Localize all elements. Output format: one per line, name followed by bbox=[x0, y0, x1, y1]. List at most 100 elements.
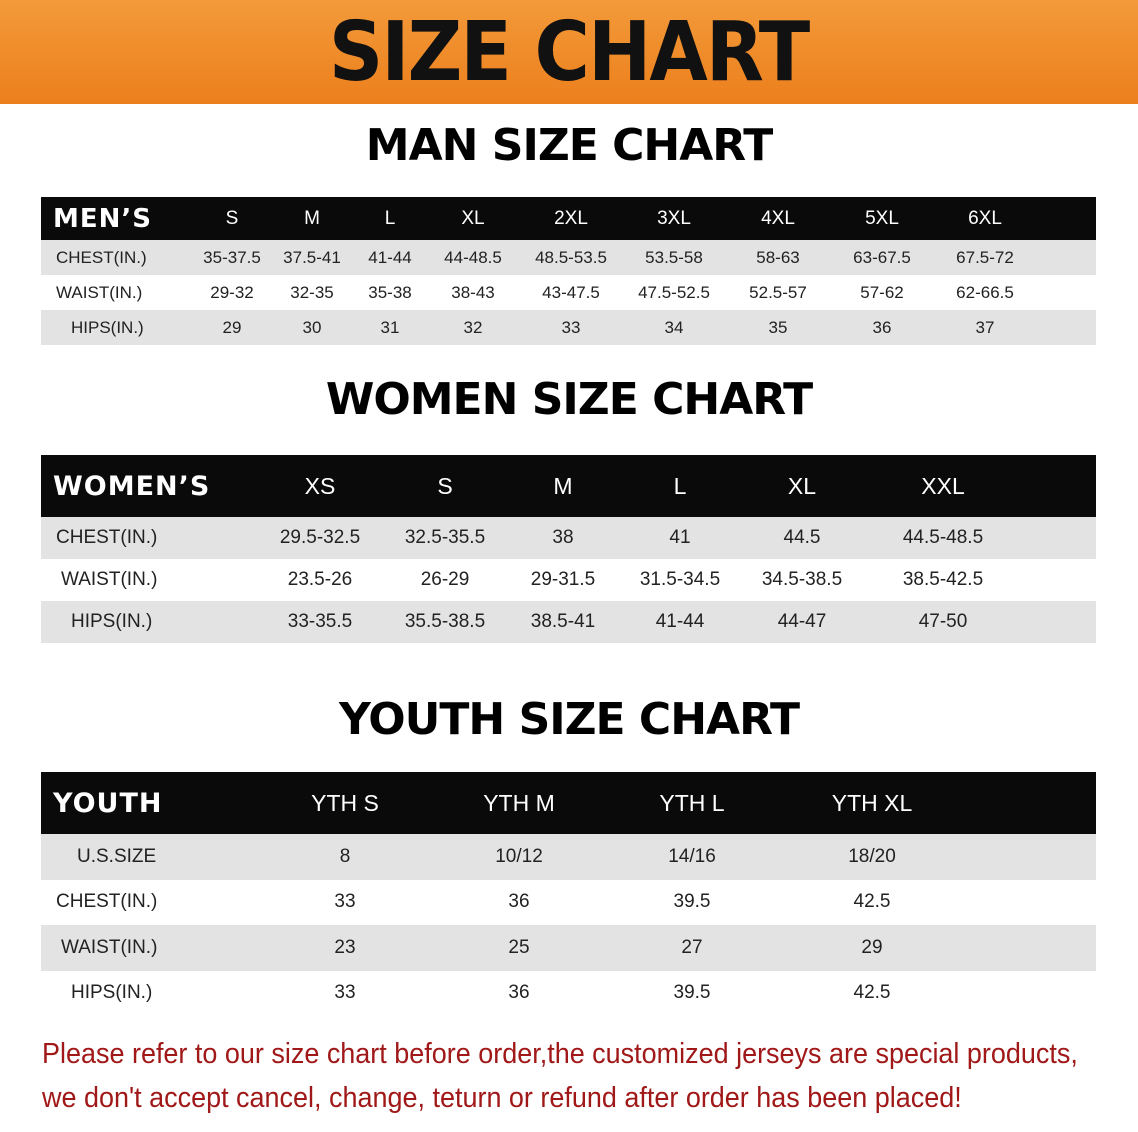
table-cell: 32 bbox=[463, 317, 483, 337]
table-cell: 25 bbox=[508, 936, 530, 958]
table-cell: 27 bbox=[681, 936, 703, 958]
table-row: CHEST(IN.) 33 36 39.5 42.5 bbox=[41, 879, 1096, 925]
table-cell: 42.5 bbox=[853, 891, 891, 913]
size-column-header: YTH S bbox=[311, 789, 379, 816]
table-row: HIPS(IN.) 33 36 39.5 42.5 bbox=[41, 970, 1096, 1016]
banner: SIZE CHART bbox=[0, 0, 1138, 104]
table-cell: 34 bbox=[664, 317, 684, 337]
size-column-header: 4XL bbox=[761, 207, 795, 229]
table-row: HIPS(IN.) 29 30 31 32 33 34 35 36 37 bbox=[41, 310, 1096, 345]
size-column-header: L bbox=[384, 207, 396, 229]
table-row: WAIST(IN.) 29-32 32-35 35-38 38-43 43-47.5 47.… bbox=[41, 275, 1096, 310]
table-cell: 38 bbox=[552, 527, 574, 548]
size-column-header: S bbox=[225, 207, 239, 229]
size-column-header: XXL bbox=[921, 472, 965, 499]
table-cell: 35-38 bbox=[368, 282, 412, 302]
table-cell: 44.5 bbox=[783, 527, 821, 548]
table-cell: 29-32 bbox=[210, 282, 254, 302]
table-cell: 23.5-26 bbox=[287, 569, 353, 590]
women-title: WOMEN SIZE CHART bbox=[325, 374, 813, 425]
table-cell: 39.5 bbox=[673, 891, 711, 913]
table-cell: 35.5-38.5 bbox=[404, 611, 486, 632]
size-column-header: S bbox=[437, 472, 453, 499]
table-cell: 29 bbox=[861, 936, 883, 958]
header-label: WOMEN’S bbox=[53, 470, 211, 502]
table-cell: 29.5-32.5 bbox=[279, 527, 361, 548]
table-cell: 14/16 bbox=[668, 845, 716, 867]
row-label: WAIST(IN.) bbox=[61, 569, 158, 590]
table-cell: 34.5-38.5 bbox=[761, 569, 843, 590]
table-cell: 33 bbox=[334, 982, 356, 1004]
table-row: WAIST(IN.) 23 25 27 29 bbox=[41, 925, 1096, 971]
table-cell: 8 bbox=[339, 845, 351, 867]
table-cell: 38-43 bbox=[451, 282, 495, 302]
row-label: CHEST(IN.) bbox=[56, 247, 147, 267]
table-cell: 18/20 bbox=[848, 845, 896, 867]
table-cell: 31.5-34.5 bbox=[639, 569, 721, 590]
table-cell: 57-62 bbox=[860, 282, 904, 302]
table-cell: 36 bbox=[508, 982, 530, 1004]
table-row: HIPS(IN.) 33-35.5 35.5-38.5 38.5-41 41-44 44-… bbox=[41, 601, 1096, 643]
table-cell: 32-35 bbox=[290, 282, 334, 302]
table-row: WAIST(IN.) 23.5-26 26-29 29-31.5 31.5-34.5 34… bbox=[41, 559, 1096, 601]
table-row: U.S.SIZE 8 10/12 14/16 18/20 bbox=[41, 834, 1096, 880]
table-cell: 35-37.5 bbox=[203, 247, 261, 267]
size-column-header: YTH M bbox=[483, 789, 555, 816]
row-label: HIPS(IN.) bbox=[71, 982, 153, 1004]
row-label: U.S.SIZE bbox=[77, 845, 157, 867]
men-size-table: MEN’S S M L XL 2XL 3XL 4XL 5XL 6XL CHEST(IN.) 35-37… bbox=[41, 197, 1096, 345]
table-cell: 36 bbox=[872, 317, 892, 337]
table-cell: 38.5-42.5 bbox=[902, 569, 984, 590]
table-cell: 44-47 bbox=[777, 611, 827, 632]
table-row: CHEST(IN.) 35-37.5 37.5-41 41-44 44-48.5 48.5… bbox=[41, 240, 1096, 275]
row-label: HIPS(IN.) bbox=[71, 611, 153, 632]
row-label: CHEST(IN.) bbox=[56, 527, 158, 548]
size-column-header: XS bbox=[304, 472, 336, 499]
table-cell: 39.5 bbox=[673, 982, 711, 1004]
row-label: WAIST(IN.) bbox=[61, 936, 158, 958]
table-cell: 44-48.5 bbox=[444, 247, 502, 267]
table-cell: 33-35.5 bbox=[287, 611, 353, 632]
size-column-header: XL bbox=[787, 472, 817, 499]
size-column-header: 5XL bbox=[865, 207, 899, 229]
women-size-table: WOMEN’S XS S M L XL XXL CHEST(IN.) 29.5-32.5 32.5… bbox=[41, 455, 1096, 643]
men-title: MAN SIZE CHART bbox=[365, 120, 773, 171]
table-cell: 35 bbox=[768, 317, 788, 337]
size-column-header: YTH XL bbox=[831, 789, 913, 816]
table-cell: 52.5-57 bbox=[749, 282, 807, 302]
table-cell: 29-31.5 bbox=[530, 569, 596, 590]
table-cell: 41-44 bbox=[655, 611, 705, 632]
table-cell: 38.5-41 bbox=[530, 611, 596, 632]
table-cell: 41 bbox=[669, 527, 691, 548]
size-column-header: M bbox=[553, 472, 573, 499]
notice-line-2: we don't accept cancel, change, teturn o… bbox=[42, 1082, 962, 1114]
size-column-header: XL bbox=[461, 207, 485, 229]
size-column-header: M bbox=[304, 207, 320, 229]
men-header-row: MEN’S S M L XL 2XL 3XL 4XL 5XL 6XL bbox=[41, 197, 1096, 240]
table-cell: 29 bbox=[222, 317, 242, 337]
size-column-header: 2XL bbox=[554, 207, 588, 229]
row-label: WAIST(IN.) bbox=[56, 282, 143, 302]
table-cell: 23 bbox=[334, 936, 356, 958]
notice-line-1: Please refer to our size chart before or… bbox=[42, 1038, 1078, 1070]
table-cell: 44.5-48.5 bbox=[902, 527, 984, 548]
table-cell: 67.5-72 bbox=[956, 247, 1014, 267]
size-column-header: YTH L bbox=[659, 789, 725, 816]
size-column-header: 3XL bbox=[657, 207, 691, 229]
table-cell: 36 bbox=[508, 891, 530, 913]
table-cell: 48.5-53.5 bbox=[535, 247, 607, 267]
table-cell: 43-47.5 bbox=[542, 282, 600, 302]
youth-size-table: YOUTH YTH S YTH M YTH L YTH XL U.S.SIZE 8 10/12… bbox=[41, 772, 1096, 1016]
table-cell: 63-67.5 bbox=[853, 247, 911, 267]
youth-title: YOUTH SIZE CHART bbox=[338, 694, 800, 745]
table-cell: 33 bbox=[334, 891, 356, 913]
youth-header-row: YOUTH YTH S YTH M YTH L YTH XL bbox=[41, 772, 1096, 834]
table-cell: 37 bbox=[975, 317, 995, 337]
table-cell: 31 bbox=[380, 317, 400, 337]
table-cell: 42.5 bbox=[853, 982, 891, 1004]
table-cell: 47-50 bbox=[918, 611, 968, 632]
header-label: MEN’S bbox=[53, 203, 152, 234]
table-cell: 58-63 bbox=[756, 247, 800, 267]
table-cell: 41-44 bbox=[368, 247, 412, 267]
